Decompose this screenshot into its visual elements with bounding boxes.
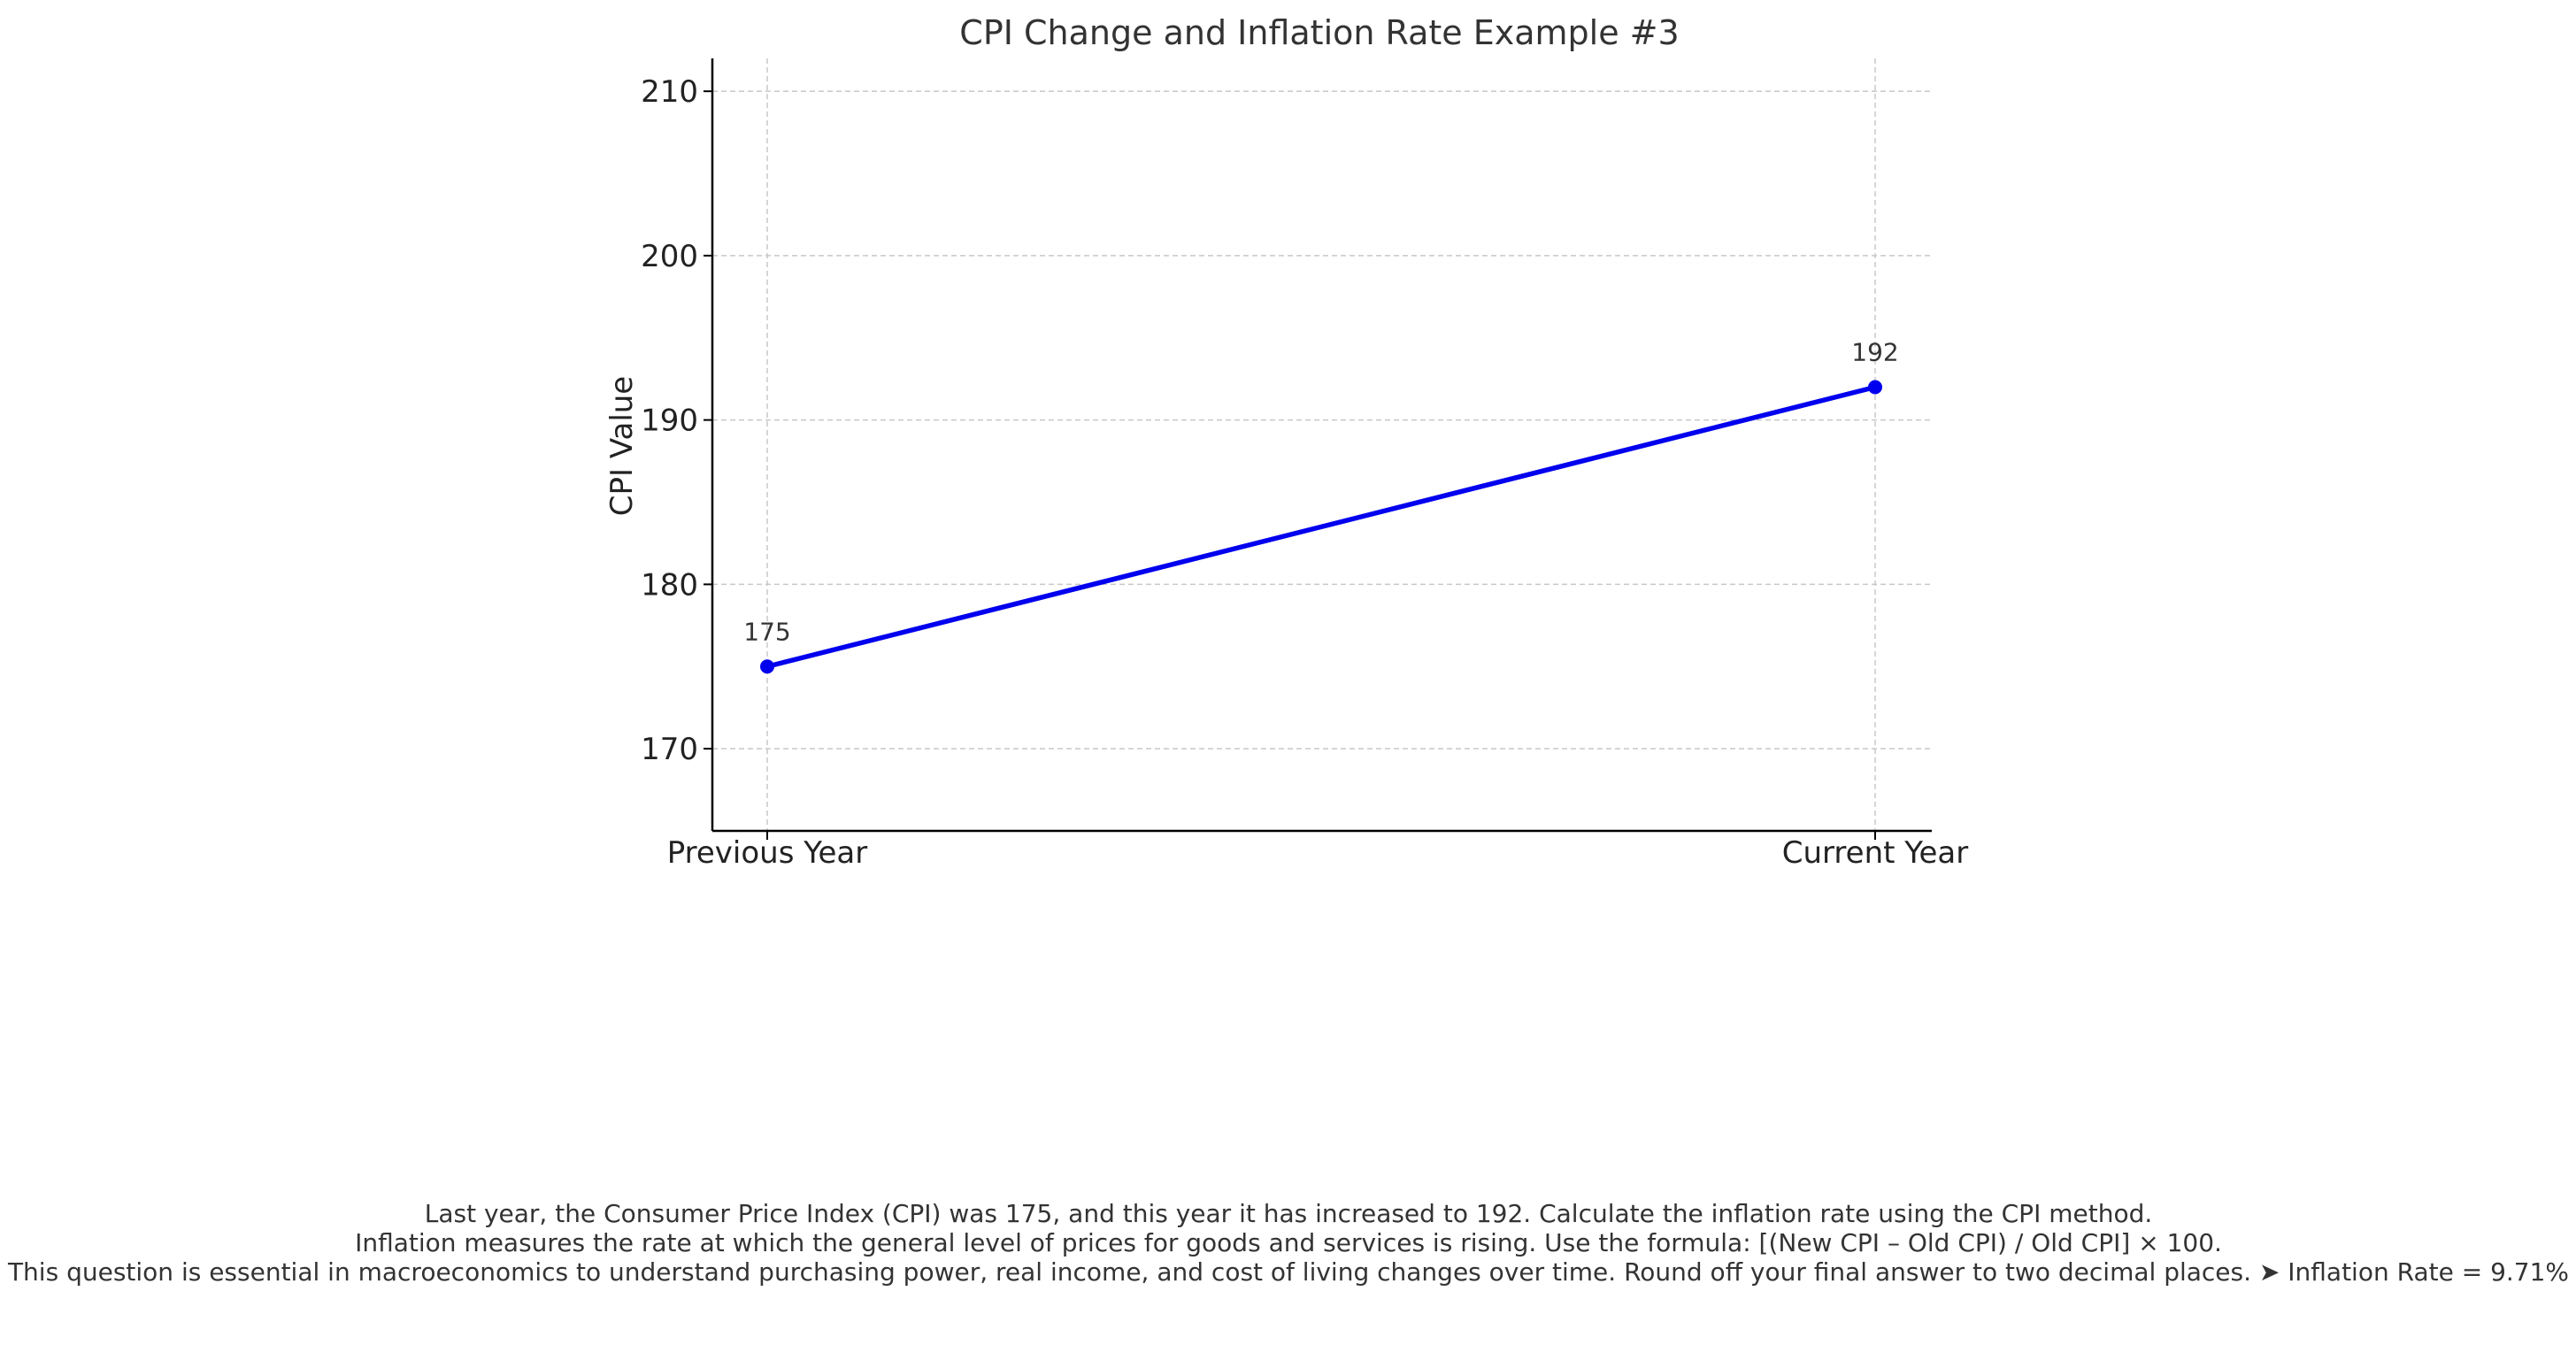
y-tick-label: 190: [641, 404, 698, 439]
y-tick-label: 200: [641, 239, 698, 274]
y-tick-label: 170: [641, 732, 698, 767]
data-label: 192: [1851, 337, 1898, 366]
x-tick-label: Current Year: [1782, 835, 1969, 871]
caption-line: Inflation measures the rate at which the…: [355, 1228, 2222, 1257]
data-point: [760, 659, 774, 674]
data-point: [1868, 380, 1882, 395]
y-tick-label: 210: [641, 74, 698, 110]
y-ticks: 170 180 190 200 210: [641, 74, 712, 767]
series: 175 192: [743, 337, 1899, 674]
caption-line: This question is essential in macroecono…: [7, 1257, 2569, 1287]
grid: [712, 58, 1932, 831]
y-axis-label: CPI Value: [604, 376, 640, 516]
chart-title: CPI Change and Inflation Rate Example #3: [959, 13, 1679, 52]
x-tick-label: Previous Year: [667, 835, 868, 871]
caption-line: Last year, the Consumer Price Index (CPI…: [425, 1199, 2153, 1228]
data-label: 175: [743, 617, 790, 646]
axes: [711, 58, 1932, 833]
caption: Last year, the Consumer Price Index (CPI…: [7, 1199, 2569, 1287]
x-ticks: Previous Year Current Year: [667, 831, 1969, 871]
series-line: [765, 384, 1878, 670]
y-tick-label: 180: [641, 567, 698, 603]
